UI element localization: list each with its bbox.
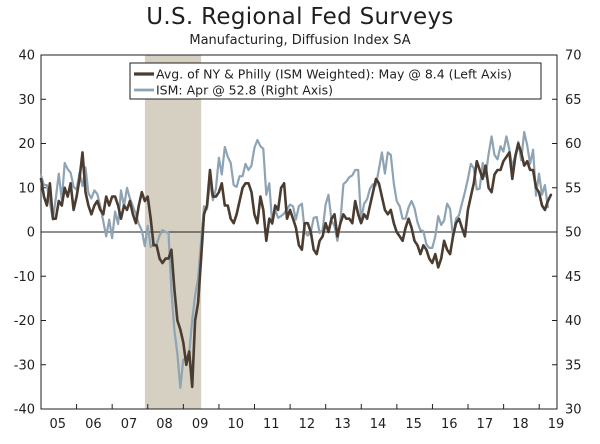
left-tick-label: -40 <box>14 403 35 418</box>
right-tick-label: 70 <box>565 49 582 64</box>
x-tick-label: 10 <box>227 417 244 432</box>
right-tick-label: 55 <box>565 181 582 196</box>
x-tick-label: 09 <box>192 417 209 432</box>
series-layer <box>39 130 553 389</box>
right-tick-label: 45 <box>565 270 582 285</box>
x-tick-label: 08 <box>156 417 173 432</box>
legend-box <box>129 62 542 100</box>
left-tick-label: 30 <box>18 93 35 108</box>
left-tick-label: -30 <box>14 358 35 373</box>
right-tick-label: 60 <box>565 137 582 152</box>
right-tick-label: 40 <box>565 314 582 329</box>
right-axis: 70 65 60 55 50 45 40 35 30 <box>552 49 582 418</box>
x-tick-label: 11 <box>263 417 280 432</box>
left-tick-label: 10 <box>18 181 35 196</box>
left-tick-label: 0 <box>27 226 35 241</box>
x-tick-label: 14 <box>370 417 387 432</box>
x-tick-label: 07 <box>121 417 138 432</box>
right-tick-label: 30 <box>565 403 582 418</box>
x-tick-label: 16 <box>441 417 458 432</box>
x-tick-label: 13 <box>334 417 351 432</box>
left-tick-label: 40 <box>18 49 35 64</box>
x-tick-label: 18 <box>512 417 529 432</box>
x-tick-label: 15 <box>405 417 422 432</box>
x-axis: 05 06 07 08 09 10 11 12 13 14 15 16 17 18 19 <box>50 404 565 432</box>
right-tick-label: 50 <box>565 226 582 241</box>
right-tick-label: 65 <box>565 93 582 108</box>
series-line-ny-philly <box>39 142 553 389</box>
legend: Avg. of NY & Philly (ISM Weighted): May … <box>129 62 542 100</box>
chart-subtitle: Manufacturing, Diffusion Index SA <box>189 33 411 48</box>
left-tick-label: 20 <box>18 137 35 152</box>
left-tick-label: -20 <box>14 314 35 329</box>
x-tick-label: 19 <box>548 417 565 432</box>
right-tick-label: 35 <box>565 358 582 373</box>
x-tick-label: 17 <box>477 417 494 432</box>
legend-label: Avg. of NY & Philly (ISM Weighted): May … <box>156 67 512 82</box>
x-tick-label: 06 <box>85 417 102 432</box>
left-tick-label: -10 <box>14 270 35 285</box>
page-title: U.S. Regional Fed Surveys <box>146 4 454 30</box>
series-line-ism <box>39 130 550 389</box>
legend-label: ISM: Apr @ 52.8 (Right Axis) <box>156 83 333 98</box>
plot-frame <box>40 54 558 410</box>
left-axis: 40 30 20 10 0 -10 -20 -30 -40 <box>14 49 46 418</box>
x-tick-label: 05 <box>50 417 67 432</box>
x-tick-label: 12 <box>299 417 316 432</box>
